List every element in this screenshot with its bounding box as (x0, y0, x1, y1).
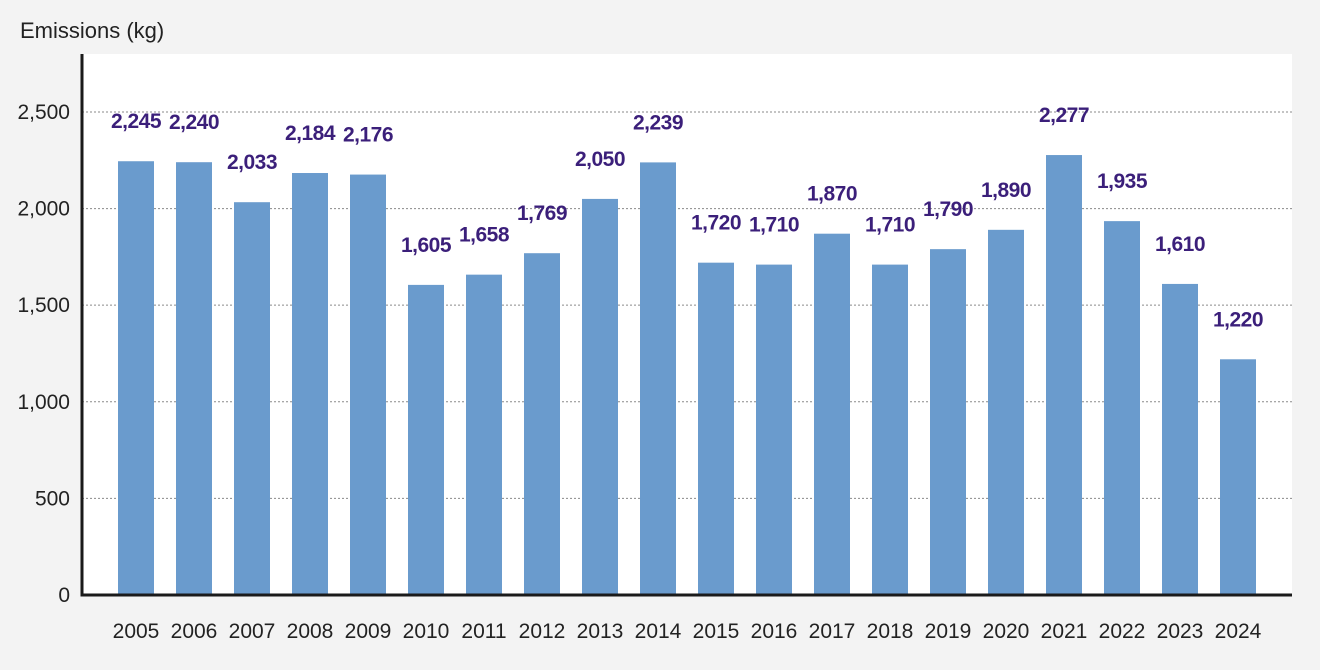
bar-2009 (350, 174, 386, 595)
data-label-2016: 1,710 (749, 214, 799, 237)
data-label-2022: 1,935 (1097, 170, 1148, 193)
data-label-2005: 2,245 (111, 110, 162, 133)
bar-2013 (582, 198, 618, 596)
y-tick-label: 500 (35, 487, 70, 510)
x-tick-label: 2018 (867, 620, 914, 643)
x-tick-label: 2023 (1157, 620, 1204, 643)
data-label-2011: 1,658 (459, 224, 510, 247)
y-axis-ticks: 0 500 1,000 1,500 2,000 2,500 (17, 101, 70, 607)
x-tick-label: 2008 (287, 620, 334, 643)
y-axis-title: Emissions (kg) (20, 18, 164, 43)
x-tick-label: 2024 (1215, 620, 1262, 643)
x-tick-label: 2007 (229, 620, 276, 643)
y-tick-label: 1,000 (17, 391, 70, 414)
data-label-2017: 1,870 (807, 183, 857, 206)
x-tick-label: 2006 (171, 620, 218, 643)
data-label-2019: 1,790 (923, 198, 973, 221)
x-tick-label: 2009 (345, 620, 392, 643)
x-tick-label: 2012 (519, 620, 566, 643)
data-label-2015: 1,720 (691, 212, 741, 235)
bar-2010 (408, 284, 444, 595)
x-tick-label: 2020 (983, 620, 1030, 643)
bar-2007 (234, 202, 270, 595)
x-tick-label: 2005 (113, 620, 160, 643)
bars (118, 155, 1256, 596)
x-tick-label: 2014 (635, 620, 682, 643)
bar-2011 (466, 274, 502, 595)
bar-2017 (814, 233, 850, 596)
y-tick-label: 2,500 (17, 101, 70, 124)
bar-2023 (1162, 283, 1198, 595)
data-label-2006: 2,240 (169, 111, 219, 134)
data-label-2021: 2,277 (1039, 104, 1089, 127)
data-label-2023: 1,610 (1155, 233, 1205, 256)
bar-2016 (756, 264, 792, 595)
data-label-2012: 1,769 (517, 202, 567, 225)
plot-area (82, 54, 1292, 595)
data-label-2008: 2,184 (285, 122, 336, 145)
x-tick-label: 2017 (809, 620, 856, 643)
data-label-2007: 2,033 (227, 151, 277, 174)
x-tick-label: 2019 (925, 620, 972, 643)
x-tick-label: 2022 (1099, 620, 1146, 643)
data-label-2010: 1,605 (401, 234, 452, 257)
data-label-2020: 1,890 (981, 179, 1031, 202)
x-tick-label: 2021 (1041, 620, 1088, 643)
data-labels: 2,245 2,240 2,033 2,184 2,176 1,605 1,658 1,769… (111, 104, 1264, 331)
data-label-2014: 2,239 (633, 111, 683, 134)
bar-2015 (698, 262, 734, 595)
data-label-2018: 1,710 (865, 214, 915, 237)
bar-2006 (176, 162, 212, 595)
bar-2018 (872, 264, 908, 595)
bar-2014 (640, 162, 676, 595)
gridlines (82, 111, 1292, 499)
bar-2020 (988, 229, 1024, 595)
x-tick-label: 2016 (751, 620, 798, 643)
bar-2024 (1220, 359, 1256, 595)
y-tick-label: 2,000 (17, 198, 70, 221)
bar-2012 (524, 253, 560, 596)
x-tick-label: 2015 (693, 620, 740, 643)
y-tick-label: 0 (58, 584, 70, 607)
x-axis-ticks: 2005 2006 2007 2008 2009 2010 2011 2012 2013 2014… (113, 620, 1262, 643)
y-tick-label: 1,500 (17, 294, 70, 317)
x-tick-label: 2011 (461, 620, 506, 643)
bar-2021 (1046, 155, 1082, 595)
bar-2005 (118, 161, 154, 595)
data-label-2024: 1,220 (1213, 308, 1263, 331)
data-label-2013: 2,050 (575, 148, 625, 171)
bar-2008 (292, 173, 328, 595)
x-tick-label: 2013 (577, 620, 624, 643)
bar-2022 (1104, 221, 1140, 595)
bar-2019 (930, 249, 966, 595)
data-label-2009: 2,176 (343, 124, 393, 147)
x-tick-label: 2010 (403, 620, 450, 643)
